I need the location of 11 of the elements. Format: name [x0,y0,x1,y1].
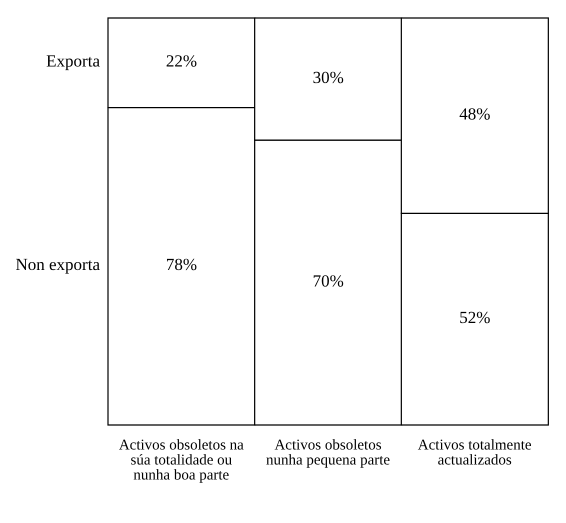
series-label: Exporta [46,52,100,71]
data-label: 52% [459,308,490,328]
series-label: Non exporta [15,255,100,274]
x-tick-label: Activos obsoletos na súa totalidade ou nunha boa parte [118,438,244,484]
data-label: 48% [459,104,490,124]
data-label: 22% [166,52,198,71]
x-tick-label: Activos totalmente actualizados [418,438,532,469]
data-label: 78% [166,255,198,274]
data-label: 70% [312,271,344,290]
x-tick-label: Activos obsoletos nunha pequena parte [266,438,390,469]
data-label: 30% [312,68,344,87]
